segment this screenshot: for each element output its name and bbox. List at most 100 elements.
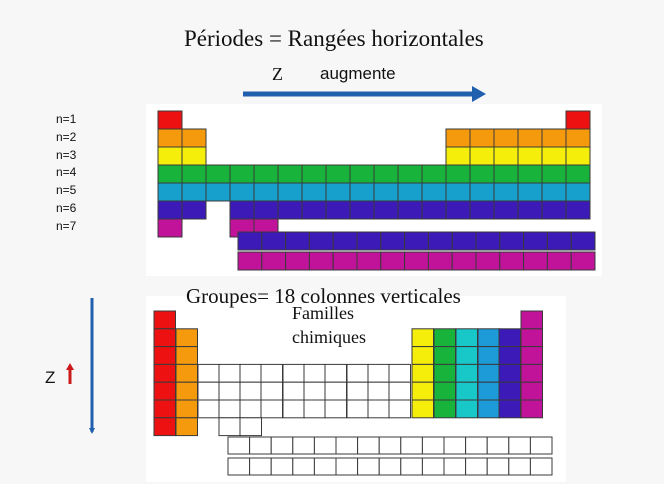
period-cell xyxy=(397,182,423,202)
group-cell xyxy=(367,363,390,383)
group-cell xyxy=(153,381,176,401)
f-block-cell xyxy=(465,457,488,476)
group-cell xyxy=(411,399,434,419)
period-cell xyxy=(301,200,327,220)
group-cell xyxy=(282,399,305,419)
f-block-cell xyxy=(227,457,251,476)
period-cell xyxy=(469,200,495,220)
period-cell xyxy=(325,164,351,184)
period-cell xyxy=(301,182,327,202)
period-cell xyxy=(565,200,591,220)
period-cell xyxy=(181,164,207,184)
group-cell xyxy=(411,363,434,383)
group-cell xyxy=(239,417,262,437)
group-cell xyxy=(324,399,347,419)
f-block-cell xyxy=(421,436,445,455)
group-cell xyxy=(239,363,262,383)
period-cell xyxy=(181,146,207,166)
period-cell xyxy=(181,182,207,202)
f-block-cell xyxy=(227,436,251,455)
group-cell xyxy=(498,399,521,419)
f-block-cell xyxy=(400,436,423,455)
period-cell xyxy=(397,200,423,220)
group-cell xyxy=(477,399,500,419)
f-block-cell xyxy=(270,457,294,476)
period-cell xyxy=(541,164,567,184)
period-cell xyxy=(229,200,255,220)
period-cell xyxy=(373,200,399,220)
group-cell xyxy=(346,381,369,401)
group-cell xyxy=(520,399,543,419)
period-cell xyxy=(325,182,351,202)
augmente-label: augmente xyxy=(320,64,396,83)
f-block-cell xyxy=(237,251,263,271)
period-cell xyxy=(469,146,495,166)
f-block-cell xyxy=(475,251,501,271)
f-block-cell xyxy=(335,457,359,476)
z-increase-arrow-head xyxy=(472,86,486,102)
f-block-cell xyxy=(313,457,337,476)
f-block-cell xyxy=(356,231,382,251)
group-cell xyxy=(282,381,305,401)
group-cell xyxy=(175,328,198,348)
period-cell xyxy=(565,128,591,148)
period-cell xyxy=(517,182,543,202)
periods-table xyxy=(157,110,596,271)
group-cell xyxy=(367,381,390,401)
group-cell xyxy=(388,399,411,419)
families-label-line2: chimiques xyxy=(292,327,366,347)
period-cell xyxy=(157,128,183,148)
period-cell xyxy=(397,164,423,184)
period-cell xyxy=(541,182,567,202)
f-block-cell xyxy=(237,231,263,251)
f-block-cell xyxy=(427,251,453,271)
group-cell xyxy=(153,363,176,383)
group-cell xyxy=(520,310,543,330)
group-cell xyxy=(260,381,283,401)
f-block-cell xyxy=(332,251,358,271)
f-block-cell xyxy=(404,231,429,251)
f-block-cell xyxy=(292,457,315,476)
period-cell xyxy=(565,182,591,202)
group-cell xyxy=(346,399,369,419)
f-block-cell xyxy=(308,251,334,271)
period-label-5: n=5 xyxy=(56,183,77,197)
group-cell xyxy=(520,328,543,348)
period-cell xyxy=(157,218,183,238)
group-cell xyxy=(324,363,347,383)
group-cell xyxy=(324,381,347,401)
group-cell xyxy=(520,346,543,365)
period-cell xyxy=(157,110,183,130)
period-cell xyxy=(565,164,591,184)
f-block-cell xyxy=(285,231,310,251)
period-cell xyxy=(421,164,447,184)
f-block-cell xyxy=(332,231,358,251)
group-cell xyxy=(411,328,434,348)
group-cell xyxy=(260,363,283,383)
period-cell xyxy=(181,200,207,220)
period-cell xyxy=(421,182,447,202)
group-cell xyxy=(477,381,500,401)
f-block-cell xyxy=(421,457,445,476)
group-cell xyxy=(498,381,521,401)
period-cell xyxy=(517,128,543,148)
group-cell xyxy=(303,363,326,383)
f-block-cell xyxy=(292,436,315,455)
f-block-cell xyxy=(380,251,406,271)
group-cell xyxy=(411,381,434,401)
period-cell xyxy=(445,182,471,202)
z-label-bottom: Z xyxy=(45,368,56,387)
period-cell xyxy=(541,200,567,220)
group-cell xyxy=(433,381,456,401)
group-cell xyxy=(239,381,262,401)
period-cell xyxy=(277,182,303,202)
f-block-cell xyxy=(523,251,548,271)
period-label-4: n=4 xyxy=(56,165,77,179)
period-cell xyxy=(493,200,519,220)
period-cell xyxy=(517,146,543,166)
period-cell xyxy=(205,182,231,202)
f-block-cell xyxy=(570,231,596,251)
group-cell xyxy=(520,381,543,401)
period-cell xyxy=(469,182,495,202)
